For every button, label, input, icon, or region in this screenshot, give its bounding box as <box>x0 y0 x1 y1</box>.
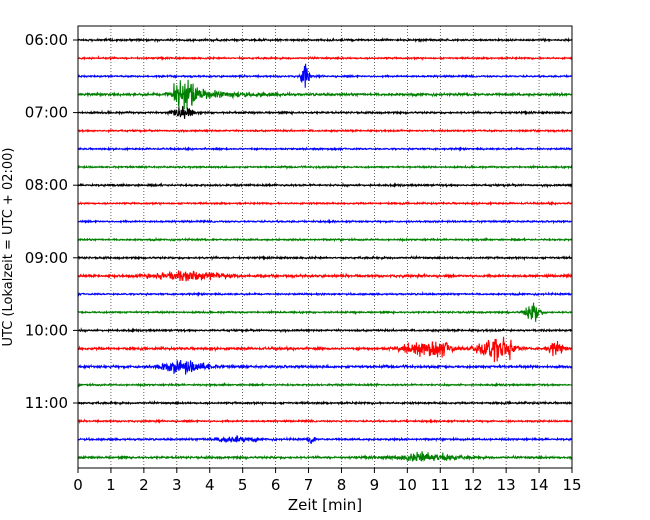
trace-row-19 <box>77 381 573 388</box>
trace-row-23 <box>77 451 573 462</box>
x-tick-label-3: 3 <box>172 476 182 494</box>
x-axis-label: Zeit [min] <box>288 496 362 514</box>
trace-row-15 <box>77 302 573 322</box>
x-tick-label-1: 1 <box>106 476 116 494</box>
x-tick-label-2: 2 <box>139 476 149 494</box>
y-tick-label-1: 07:00 <box>25 104 68 122</box>
x-tick-label-14: 14 <box>530 476 549 494</box>
x-tick-label-15: 15 <box>562 476 581 494</box>
trace-row-1 <box>77 55 573 61</box>
y-tick-label-2: 08:00 <box>25 176 68 194</box>
trace-row-12 <box>77 254 573 262</box>
trace-row-21 <box>77 418 573 424</box>
trace-row-20 <box>77 399 573 407</box>
x-tick-label-10: 10 <box>398 476 417 494</box>
trace-row-7 <box>77 163 573 171</box>
x-tick-label-7: 7 <box>304 476 314 494</box>
trace-row-18 <box>77 360 573 375</box>
trace-row-11 <box>77 236 573 243</box>
trace-row-5 <box>77 127 573 134</box>
x-tick-label-8: 8 <box>337 476 347 494</box>
x-tick-label-12: 12 <box>464 476 483 494</box>
trace-row-22 <box>77 434 573 445</box>
x-tick-label-13: 13 <box>497 476 516 494</box>
x-tick-label-11: 11 <box>431 476 450 494</box>
trace-row-17 <box>77 336 573 363</box>
trace-row-16 <box>77 327 573 334</box>
trace-row-10 <box>77 218 573 225</box>
trace-row-4 <box>77 105 573 119</box>
trace-row-3 <box>77 79 573 110</box>
x-tick-label-5: 5 <box>238 476 248 494</box>
y-tick-label-4: 10:00 <box>25 321 68 339</box>
x-tick-label-6: 6 <box>271 476 281 494</box>
trace-row-6 <box>77 146 573 152</box>
trace-row-8 <box>77 181 573 189</box>
trace-row-13 <box>77 270 573 282</box>
y-ticks: 06:00 07:00 08:00 09:00 10:00 11:00 <box>25 31 78 412</box>
traces <box>77 36 573 462</box>
y-tick-label-5: 11:00 <box>25 394 68 412</box>
y-tick-label-0: 06:00 <box>25 31 68 49</box>
x-tick-label-9: 9 <box>370 476 380 494</box>
trace-row-2 <box>77 63 573 88</box>
trace-row-14 <box>77 291 573 298</box>
y-tick-label-3: 09:00 <box>25 249 68 267</box>
trace-row-0 <box>77 36 573 44</box>
x-tick-label-0: 0 <box>73 476 83 494</box>
trace-row-9 <box>77 200 573 207</box>
x-ticks: 0 1 2 3 4 5 6 7 8 9 10 11 12 13 14 15 <box>73 468 582 494</box>
y-axis-label: UTC (Lokalzeit = UTC + 02:00) <box>1 148 16 347</box>
plot-frame <box>77 25 573 469</box>
x-tick-label-4: 4 <box>205 476 215 494</box>
